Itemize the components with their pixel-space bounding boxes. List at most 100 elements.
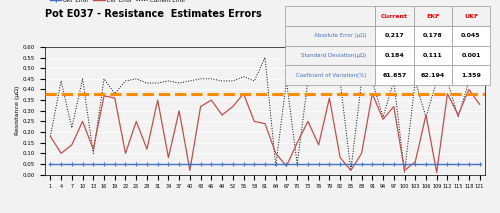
UKF Error	[230, 163, 236, 166]
EKF Error	[262, 122, 268, 125]
Current Error	[166, 80, 172, 82]
UKF Error	[219, 163, 225, 166]
EKF Error	[240, 92, 246, 95]
Current Error	[230, 80, 236, 82]
EKF Error	[455, 114, 461, 116]
UKF Error	[434, 163, 440, 166]
Current Error	[252, 80, 258, 82]
EKF Error	[208, 99, 214, 101]
UKF Error	[476, 163, 482, 166]
Current Error	[391, 80, 397, 82]
Current Error	[208, 78, 214, 80]
Current Error	[198, 78, 203, 80]
Current Error	[101, 78, 107, 80]
Legend: UKF Error, EKF Error, Current Error: UKF Error, EKF Error, Current Error	[48, 0, 187, 5]
EKF Error	[326, 97, 332, 99]
Current Error	[476, 80, 482, 82]
EKF Error	[391, 105, 397, 108]
UKF Error	[455, 163, 461, 166]
UKF Error	[101, 163, 107, 166]
EKF Error	[187, 169, 193, 172]
EKF Error	[154, 99, 160, 101]
EKF Error	[402, 169, 407, 172]
Current Error	[80, 78, 86, 80]
UKF Error	[144, 163, 150, 166]
EKF Error	[101, 95, 107, 97]
UKF Error	[272, 163, 278, 166]
EKF Error	[380, 118, 386, 121]
Current Error	[294, 163, 300, 165]
UKF Error	[176, 163, 182, 166]
Current Error	[262, 56, 268, 59]
Current Error	[284, 80, 290, 82]
UKF Error	[423, 163, 429, 166]
UKF Error	[294, 163, 300, 166]
UKF Error	[412, 163, 418, 166]
EKF Error	[69, 144, 75, 146]
Current Error	[466, 80, 472, 82]
EKF Error	[48, 135, 54, 138]
Current Error	[337, 80, 343, 82]
UKF Error	[112, 163, 118, 166]
UKF Error	[284, 163, 290, 166]
UKF Error	[348, 163, 354, 166]
UKF Error	[133, 163, 139, 166]
Current Error	[316, 80, 322, 82]
Text: Trigger Point to Add Extra Voltage: Trigger Point to Add Extra Voltage	[352, 50, 426, 77]
EKF Error	[176, 109, 182, 112]
EKF Error	[80, 120, 86, 123]
UKF Error	[208, 163, 214, 166]
Current Error	[434, 80, 440, 82]
EKF Error	[294, 141, 300, 144]
Current Error	[154, 82, 160, 84]
EKF Error	[133, 120, 139, 123]
EKF Error	[412, 161, 418, 163]
Current Error	[380, 116, 386, 118]
EKF Error	[112, 97, 118, 99]
EKF Error	[358, 152, 364, 155]
UKF Error	[326, 163, 332, 166]
EKF Error	[476, 103, 482, 106]
UKF Error	[252, 163, 258, 166]
EKF Error	[444, 92, 450, 95]
Current Error	[122, 80, 128, 82]
EKF Error	[337, 156, 343, 159]
UKF Error	[90, 163, 96, 166]
UKF Error	[444, 163, 450, 166]
UKF Error	[262, 163, 268, 166]
Current Error	[112, 92, 118, 95]
UKF Error	[166, 163, 172, 166]
Current Error	[402, 171, 407, 174]
Current Error	[90, 152, 96, 155]
UKF Error	[370, 163, 376, 166]
EKF Error	[272, 152, 278, 155]
Current Error	[187, 80, 193, 82]
EKF Error	[230, 105, 236, 108]
EKF Error	[219, 114, 225, 116]
EKF Error	[370, 92, 376, 95]
UKF Error	[58, 163, 64, 166]
Y-axis label: Resistance (μΩ): Resistance (μΩ)	[15, 86, 20, 135]
Current Error	[240, 75, 246, 78]
Current Error	[144, 82, 150, 84]
Current Error	[305, 80, 311, 82]
Current Error	[423, 116, 429, 118]
Current Error	[455, 116, 461, 118]
UKF Error	[48, 163, 54, 166]
UKF Error	[154, 163, 160, 166]
EKF Error	[198, 105, 203, 108]
EKF Error	[122, 152, 128, 155]
UKF Error	[316, 163, 322, 166]
Current Error	[176, 82, 182, 84]
Current Error	[133, 78, 139, 80]
Current Error	[358, 80, 364, 82]
UKF Error	[187, 163, 193, 166]
Current Error	[326, 80, 332, 82]
Current Error	[348, 169, 354, 172]
EKF Error	[305, 120, 311, 123]
EKF Error	[58, 152, 64, 155]
EKF Error	[316, 144, 322, 146]
Current Error	[219, 80, 225, 82]
EKF Error	[90, 148, 96, 150]
EKF Error	[252, 120, 258, 123]
